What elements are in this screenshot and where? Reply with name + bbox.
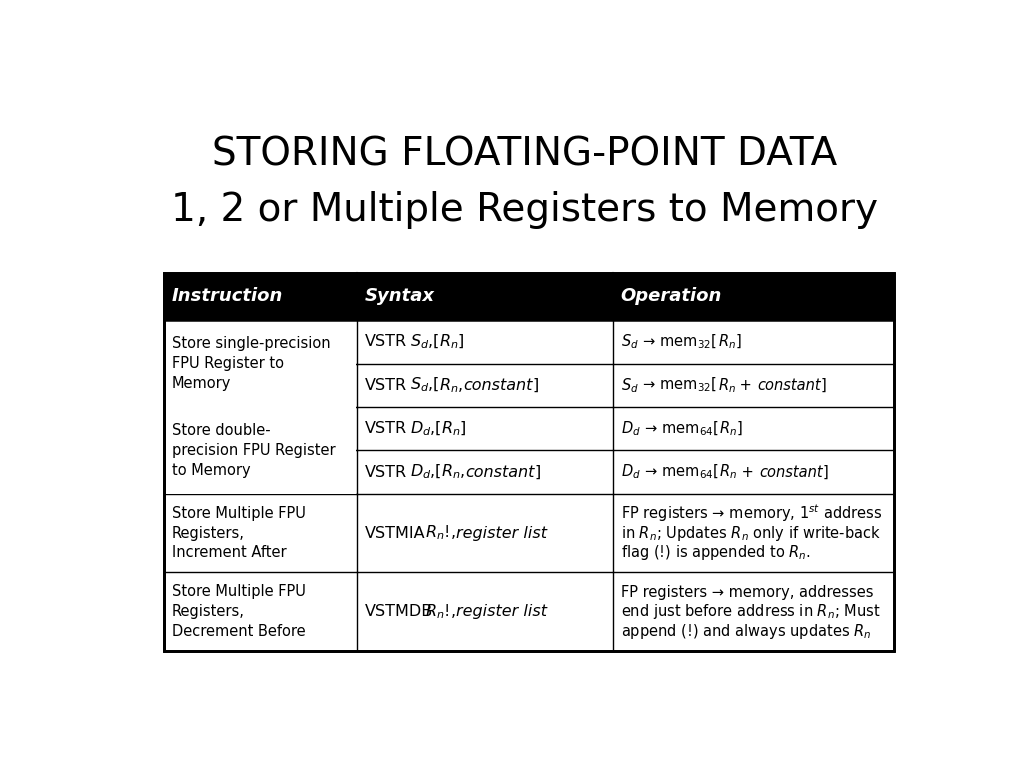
Text: constant: constant xyxy=(759,465,822,479)
Text: $R_n$]: $R_n$] xyxy=(439,333,465,351)
Text: $D_d$: $D_d$ xyxy=(621,419,640,438)
Text: VSTMDB: VSTMDB xyxy=(366,604,433,619)
Text: $S_d$,[: $S_d$,[ xyxy=(410,376,439,395)
Text: Store Multiple FPU
Registers,
Increment After: Store Multiple FPU Registers, Increment … xyxy=(172,506,305,561)
Text: ]: ] xyxy=(822,465,828,479)
Text: $S_d$: $S_d$ xyxy=(621,333,639,351)
Text: constant: constant xyxy=(463,378,532,392)
Bar xyxy=(164,449,356,452)
Text: constant: constant xyxy=(466,465,535,479)
Text: $R_n$: $R_n$ xyxy=(718,376,735,395)
Text: → mem$_{64}$[: → mem$_{64}$[ xyxy=(640,419,720,438)
Text: Operation: Operation xyxy=(621,287,722,306)
Text: → mem$_{64}$[: → mem$_{64}$[ xyxy=(640,463,720,482)
Text: $R_n$!,: $R_n$!, xyxy=(425,602,456,621)
Text: Instruction: Instruction xyxy=(172,287,283,306)
Text: VSTR: VSTR xyxy=(366,334,408,349)
Text: 1, 2 or Multiple Registers to Memory: 1, 2 or Multiple Registers to Memory xyxy=(171,191,879,230)
Text: FP registers → memory, 1$^{st}$ address: FP registers → memory, 1$^{st}$ address xyxy=(621,502,882,525)
Text: $S_d$: $S_d$ xyxy=(621,376,639,395)
Text: append (!) and always updates $R_n$: append (!) and always updates $R_n$ xyxy=(621,622,871,641)
Text: $D_d$,[: $D_d$,[ xyxy=(410,419,441,438)
Text: Syntax: Syntax xyxy=(366,287,435,306)
Text: $R_n$]: $R_n$] xyxy=(718,333,741,351)
Text: in $R_n$; Updates $R_n$ only if write-back: in $R_n$; Updates $R_n$ only if write-ba… xyxy=(621,524,881,543)
Text: $S_d$,[: $S_d$,[ xyxy=(410,333,439,351)
Text: VSTMIA: VSTMIA xyxy=(366,525,426,541)
Text: ]: ] xyxy=(820,378,826,392)
Text: end just before address in $R_n$; Must: end just before address in $R_n$; Must xyxy=(621,602,881,621)
Bar xyxy=(164,320,356,407)
Text: $D_d$: $D_d$ xyxy=(621,463,640,482)
Text: Store Multiple FPU
Registers,
Decrement Before: Store Multiple FPU Registers, Decrement … xyxy=(172,584,305,639)
Bar xyxy=(164,407,356,494)
Text: $R_n$: $R_n$ xyxy=(720,463,737,482)
Text: ]: ] xyxy=(535,465,541,479)
Text: flag (!) is appended to $R_n$.: flag (!) is appended to $R_n$. xyxy=(621,543,811,562)
Bar xyxy=(164,273,894,651)
Text: $R_n$!,: $R_n$!, xyxy=(425,524,456,542)
Text: register list: register list xyxy=(456,525,547,541)
Text: FP registers → memory, addresses: FP registers → memory, addresses xyxy=(621,584,873,600)
Text: Store double-
precision FPU Register
to Memory: Store double- precision FPU Register to … xyxy=(172,423,335,478)
Bar xyxy=(164,273,894,651)
Text: $R_n$,: $R_n$, xyxy=(439,376,463,395)
Text: VSTR: VSTR xyxy=(366,421,408,436)
Text: $R_n$]: $R_n$] xyxy=(720,419,743,438)
Bar xyxy=(164,273,894,651)
Text: ]: ] xyxy=(532,378,539,392)
Text: → mem$_{32}$[: → mem$_{32}$[ xyxy=(639,376,718,395)
Text: Store single-precision
FPU Register to
Memory: Store single-precision FPU Register to M… xyxy=(172,336,331,391)
Bar xyxy=(164,273,894,320)
Text: $D_d$,[: $D_d$,[ xyxy=(410,463,441,482)
Text: +: + xyxy=(735,378,757,392)
Text: VSTR: VSTR xyxy=(366,378,408,392)
Text: $R_n$,: $R_n$, xyxy=(441,463,466,482)
Text: +: + xyxy=(737,465,759,479)
Text: STORING FLOATING-POINT DATA: STORING FLOATING-POINT DATA xyxy=(212,135,838,174)
Text: register list: register list xyxy=(456,604,547,619)
Text: $R_n$]: $R_n$] xyxy=(441,419,467,438)
Text: → mem$_{32}$[: → mem$_{32}$[ xyxy=(639,333,718,351)
Text: constant: constant xyxy=(757,378,820,392)
Text: VSTR: VSTR xyxy=(366,465,408,479)
Bar xyxy=(164,362,356,365)
